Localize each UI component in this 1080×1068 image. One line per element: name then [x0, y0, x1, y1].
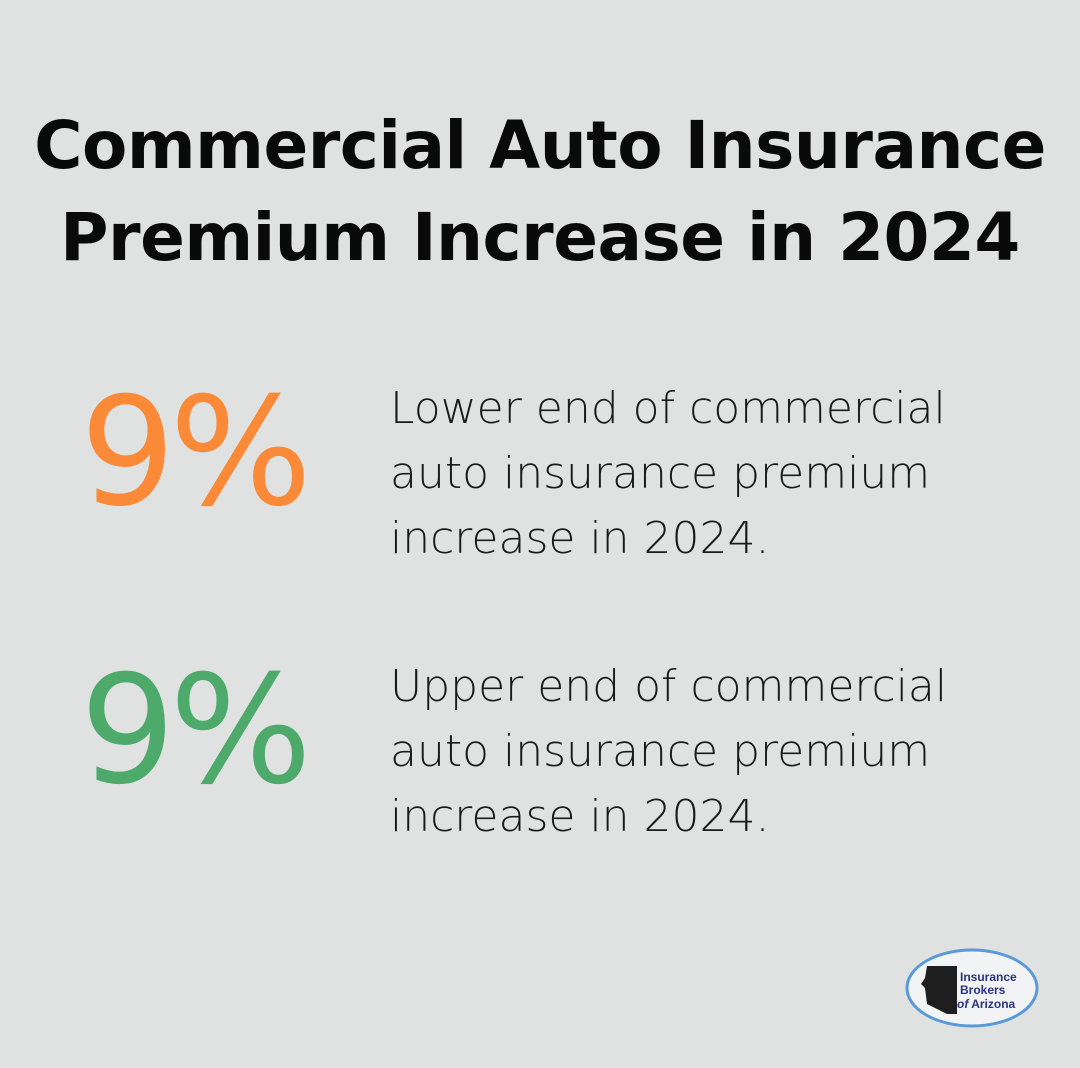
stat-value-lower: 9%	[80, 366, 312, 540]
svg-text:Insurance: Insurance	[960, 970, 1017, 984]
svg-text:of Arizona: of Arizona	[957, 997, 1016, 1011]
company-logo: Insurance Brokers of Arizona	[905, 948, 1039, 1028]
stat-value-upper: 9%	[80, 644, 312, 818]
stat-description-lower: Lower end of commercial auto insurance p…	[390, 383, 946, 564]
page-title: Commercial Auto Insurance Premium Increa…	[34, 107, 1046, 276]
svg-text:Brokers: Brokers	[960, 983, 1006, 997]
stat-description-upper: Upper end of commercial auto insurance p…	[390, 661, 948, 842]
